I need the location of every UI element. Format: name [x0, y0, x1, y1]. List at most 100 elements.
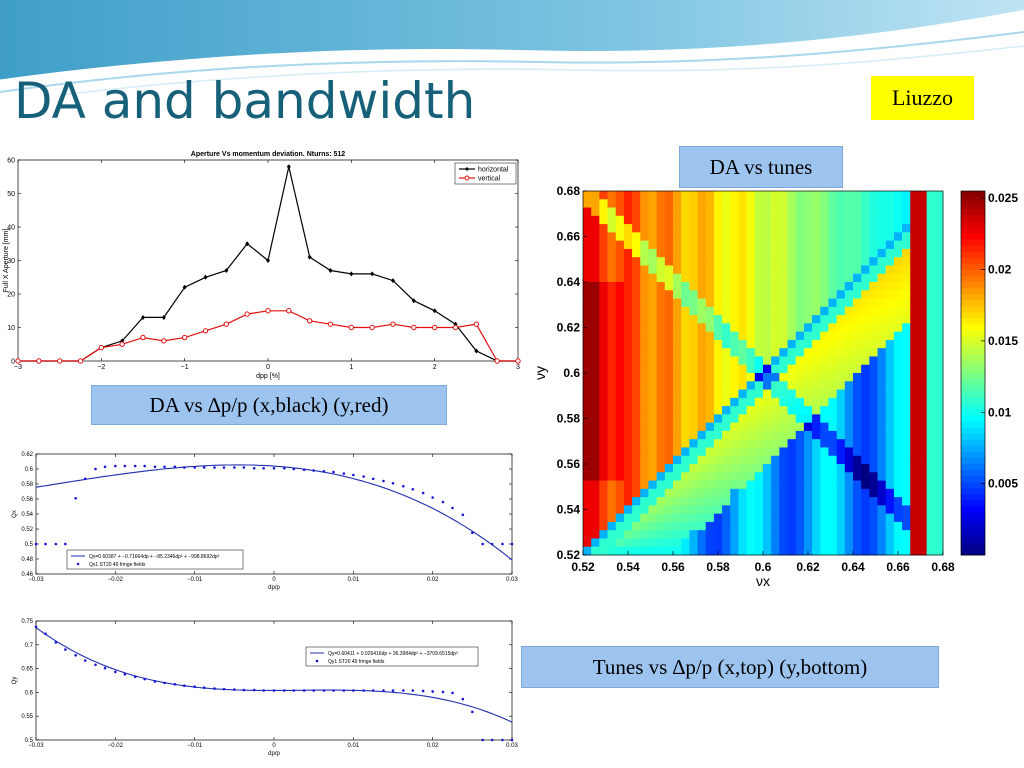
heatmap-cell: [918, 538, 928, 548]
heatmap-cell: [902, 513, 911, 523]
heatmap-cell: [746, 306, 756, 316]
colorbar-tick-label: 0.025: [988, 191, 1018, 205]
heatmap-cell: [893, 315, 903, 324]
heatmap-cell: [640, 497, 649, 506]
heatmap-cell: [697, 199, 707, 208]
heatmap-cell: [853, 298, 862, 308]
heatmap-cell: [763, 224, 772, 233]
heatmap-cell: [803, 530, 813, 539]
heatmap-cell: [910, 381, 919, 390]
heatmap-cell: [893, 224, 903, 233]
heatmap-cell: [681, 538, 690, 548]
heatmap-cell: [893, 199, 903, 208]
heatmap-cell: [656, 207, 666, 217]
heatmap-cell: [795, 199, 805, 208]
heatmap-cell: [934, 364, 944, 374]
heatmap-cell: [664, 298, 674, 308]
heatmap-cell: [713, 315, 723, 324]
heatmap-cell: [795, 331, 805, 341]
colorbar-segment: [961, 542, 985, 550]
heatmap-cell: [664, 290, 674, 299]
heatmap-cell: [673, 356, 682, 366]
heatmap-cell: [623, 248, 633, 258]
heatmap-cell: [722, 521, 731, 531]
heatmap-cell: [591, 497, 600, 506]
heatmap-cell: [771, 439, 780, 448]
heatmap-cell: [918, 348, 928, 357]
colorbar-segment: [961, 282, 985, 289]
heatmap-cell: [803, 381, 813, 390]
heatmap-cell: [918, 447, 928, 457]
heatmap-cell: [820, 464, 829, 473]
heatmap-cell: [779, 414, 788, 424]
heatmap-cell: [779, 356, 788, 366]
heatmap-cell: [673, 455, 682, 465]
heatmap-cell: [934, 315, 944, 324]
heatmap-cell: [697, 430, 707, 440]
heatmap-cell: [918, 464, 928, 473]
heatmap-cell: [787, 464, 797, 473]
heatmap-cell: [820, 430, 829, 440]
x-axis-label: dpp [%]: [256, 373, 280, 380]
heatmap-cell: [902, 339, 911, 349]
heatmap-cell: [910, 455, 919, 465]
heatmap-cell: [632, 215, 641, 225]
heatmap-cell: [877, 472, 887, 481]
heatmap-cell: [722, 381, 731, 390]
heatmap-cell: [771, 290, 780, 299]
heatmap-cell: [820, 397, 829, 407]
heatmap-cell: [812, 348, 821, 357]
heatmap-cell: [632, 323, 641, 333]
heatmap-cell: [844, 464, 854, 473]
heatmap-cell: [820, 505, 829, 515]
colorbar-segment: [961, 385, 985, 392]
heatmap-cell: [713, 389, 723, 399]
heatmap-cell: [812, 282, 821, 291]
heatmap-cell: [583, 430, 592, 440]
heatmap-cell: [607, 364, 617, 374]
heatmap-cell: [803, 282, 813, 291]
heatmap-cell: [820, 339, 829, 349]
heatmap-cell: [583, 240, 592, 250]
heatmap-cell: [681, 191, 690, 200]
heatmap-cell: [812, 290, 821, 299]
heatmap-cell: [754, 290, 764, 299]
heatmap-cell: [902, 472, 911, 481]
heatmap-cell: [787, 430, 797, 440]
heatmap-cell: [681, 447, 690, 457]
heatmap-cell: [861, 364, 870, 374]
heatmap-cell: [632, 207, 641, 217]
colorbar-segment: [961, 203, 985, 210]
y-tick-label: 0.62: [557, 321, 581, 335]
heatmap-cell: [591, 364, 600, 374]
heatmap-cell: [648, 356, 658, 366]
heatmap-cell: [869, 290, 878, 299]
heatmap-cell: [738, 348, 748, 357]
heatmap-cell: [648, 207, 658, 217]
data-point-vertical: [119, 341, 125, 347]
heatmap-cell: [771, 472, 780, 481]
heatmap-cell: [648, 530, 658, 539]
heatmap-cell: [623, 381, 633, 390]
heatmap-cell: [803, 290, 813, 299]
heatmap-cell: [599, 455, 608, 465]
heatmap-cell: [926, 505, 936, 515]
heatmap-cell: [648, 373, 658, 382]
y-tick-label: 0.6: [25, 690, 34, 696]
heatmap-cell: [623, 207, 633, 217]
heatmap-cell: [844, 480, 854, 490]
heatmap-cell: [787, 273, 797, 283]
heatmap-cell: [853, 373, 862, 382]
heatmap-cell: [705, 447, 715, 457]
colorbar-tick-label: 0.02: [988, 263, 1012, 277]
heatmap-cell: [803, 488, 813, 498]
heatmap-cell: [664, 430, 674, 440]
data-point-horizontal: [245, 241, 250, 247]
heatmap-cell: [926, 397, 936, 407]
heatmap-cell: [730, 224, 739, 233]
heatmap-cell: [820, 455, 829, 465]
heatmap-cell: [861, 497, 870, 506]
heatmap-cell: [771, 422, 780, 432]
heatmap-cell: [910, 290, 919, 299]
heatmap-cell: [664, 273, 674, 283]
